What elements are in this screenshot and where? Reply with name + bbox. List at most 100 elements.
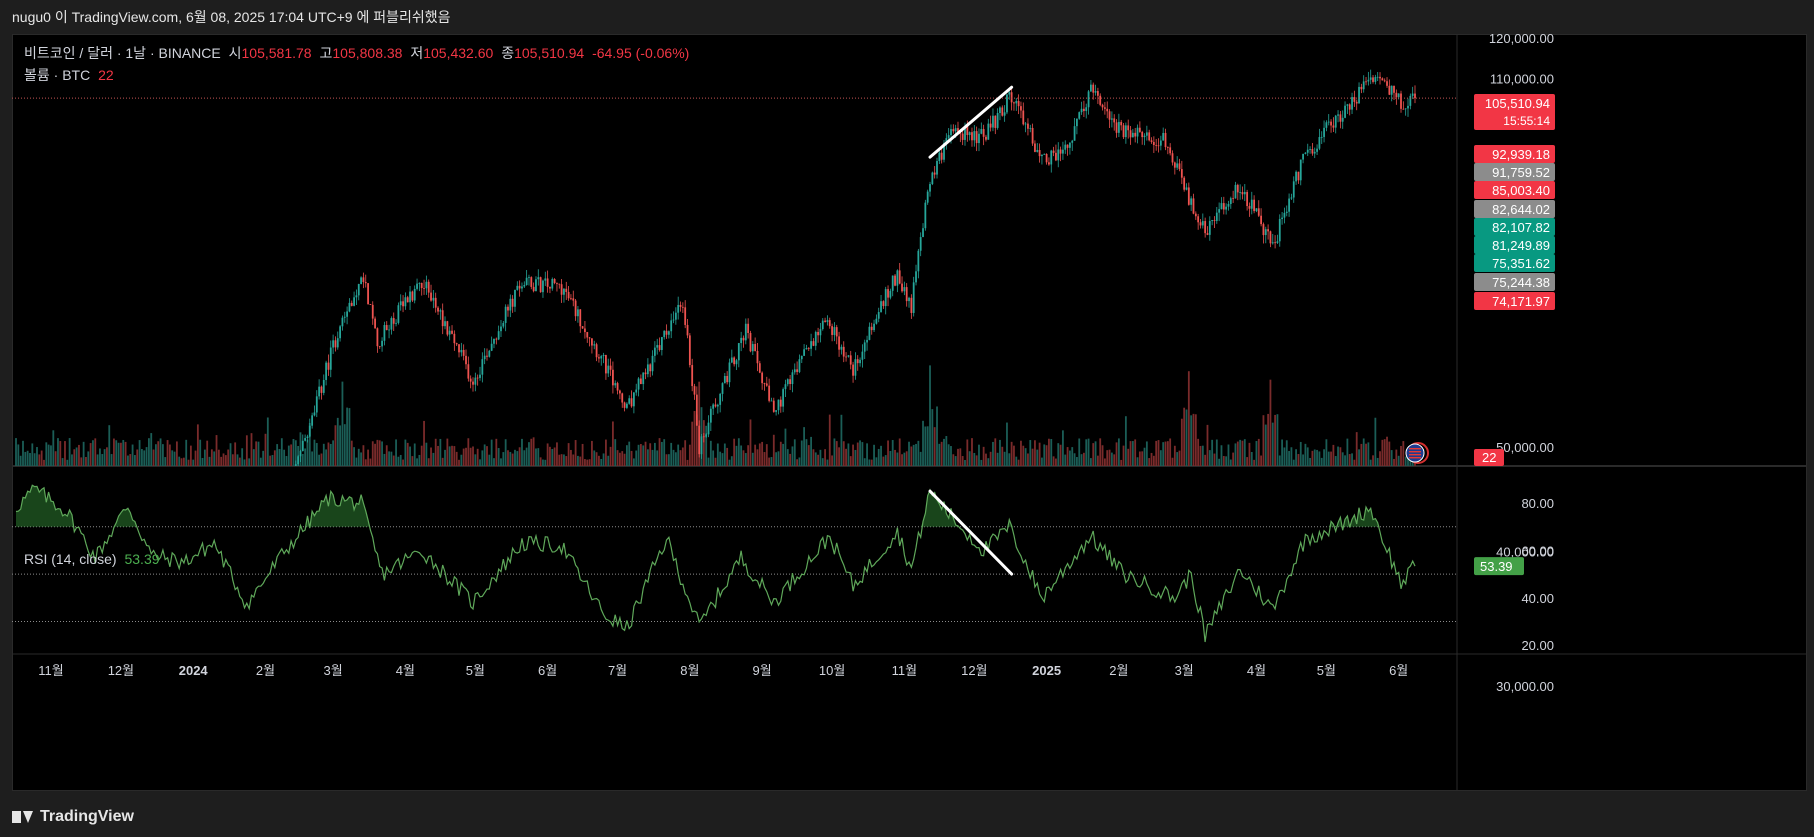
candle-body <box>737 343 740 361</box>
candle-body <box>924 202 927 229</box>
volume-bar <box>383 453 386 466</box>
candle-body <box>38 618 40 619</box>
candle-body <box>884 289 887 307</box>
candle-body <box>702 436 705 438</box>
volume-bar <box>416 458 418 466</box>
candle-body <box>1234 184 1237 199</box>
candle-body <box>279 511 281 515</box>
price-chart[interactable]: 120,000.00110,000.00100,000.0050,000.004… <box>12 34 1807 791</box>
volume-bar <box>141 449 143 466</box>
candle-body <box>1117 121 1120 133</box>
time-axis-label: 6월 <box>538 663 557 678</box>
volume-bar <box>290 444 293 466</box>
candle-body <box>244 549 246 558</box>
candle-body <box>1337 114 1339 116</box>
rsi-pane <box>12 484 1457 643</box>
volume-bar <box>164 457 167 466</box>
volume-bar <box>602 453 605 466</box>
volume-bar <box>579 456 582 466</box>
candle-body <box>800 355 803 360</box>
volume-bar <box>1127 448 1130 466</box>
volume-bar <box>1055 458 1057 466</box>
candle-body <box>157 516 159 519</box>
time-axis-label: 12월 <box>961 663 987 678</box>
us-flag-event-icon[interactable] <box>1405 442 1429 464</box>
candle-body <box>999 107 1001 114</box>
volume-bar <box>819 449 822 466</box>
candle-body <box>663 330 666 338</box>
volume-bar <box>1017 459 1020 466</box>
rsi-axis-label: 80.00 <box>1521 496 1554 511</box>
volume-label[interactable]: 볼륨 · BTC <box>24 67 91 83</box>
symbol-title[interactable]: 비트코인 / 달러 · 1날 · BINANCE <box>24 45 221 61</box>
volume-bar <box>26 450 29 466</box>
volume-bar <box>395 439 397 466</box>
candle-body <box>297 456 300 465</box>
candle-body <box>1353 97 1356 102</box>
volume-bar <box>1171 457 1174 466</box>
volume-bar <box>143 450 146 466</box>
volume-bar <box>763 452 766 466</box>
candle-body <box>64 601 66 603</box>
candle-body <box>1255 208 1258 212</box>
candle-body <box>399 301 402 306</box>
candle-body <box>793 369 796 373</box>
volume-bar <box>784 428 787 466</box>
volume-bar <box>1036 449 1039 466</box>
volume-bar <box>544 459 547 466</box>
volume-bar <box>852 444 854 466</box>
price-axis-label: 40,000.00 <box>1496 544 1554 559</box>
candle-body <box>1120 121 1123 126</box>
candle-body <box>1208 221 1211 235</box>
candle-body <box>392 318 395 324</box>
volume-bar <box>185 439 188 466</box>
volume-bar <box>840 414 843 466</box>
volume-bar <box>593 450 596 466</box>
volume-bar <box>1041 457 1043 466</box>
volume-bar <box>777 451 780 466</box>
candle-body <box>306 436 309 439</box>
price-tag: 82,644.02 <box>1474 200 1555 218</box>
volume-bar <box>75 447 78 466</box>
price-axis-label: 110,000.00 <box>1490 72 1554 87</box>
volume-bar <box>1136 457 1139 466</box>
volume-bar <box>196 424 199 466</box>
volume-bar <box>120 442 122 466</box>
volume-bar <box>779 441 782 466</box>
volume-bar <box>180 458 183 466</box>
candle-body <box>220 491 222 493</box>
candle-body <box>1390 85 1393 95</box>
volume-tag-label: 22 <box>1482 450 1496 465</box>
volume-bar <box>1339 447 1342 466</box>
volume-bar <box>17 444 20 466</box>
candle-body <box>1138 127 1141 132</box>
rsi-label[interactable]: RSI (14, close) <box>24 551 117 567</box>
time-axis-label: 2024 <box>179 663 209 678</box>
volume-bar <box>1024 448 1027 466</box>
candle-body <box>458 344 460 353</box>
volume-bar <box>71 454 73 466</box>
volume-bar <box>1085 439 1088 466</box>
candle-body <box>439 310 442 312</box>
candle-body <box>1131 132 1134 138</box>
candle-body <box>518 285 521 289</box>
candle-body <box>931 172 934 185</box>
candle-body <box>798 359 801 372</box>
volume-bar <box>980 459 983 466</box>
volume-bar <box>1008 453 1011 466</box>
volume-bar <box>313 439 316 466</box>
volume-bar <box>1248 442 1251 466</box>
volume-bar <box>327 442 330 466</box>
volume-bar <box>1027 453 1029 466</box>
volume-bar <box>320 453 323 466</box>
candle-body <box>1094 91 1097 93</box>
candle-body <box>987 123 990 140</box>
candle-body <box>996 113 999 128</box>
volume-bar <box>1250 452 1253 466</box>
volume-bar <box>355 457 358 466</box>
candle-body <box>1253 199 1256 212</box>
candle-body <box>1318 137 1321 149</box>
volume-bar <box>82 441 85 466</box>
candle-body <box>1092 84 1095 93</box>
volume-bar <box>1020 440 1022 466</box>
